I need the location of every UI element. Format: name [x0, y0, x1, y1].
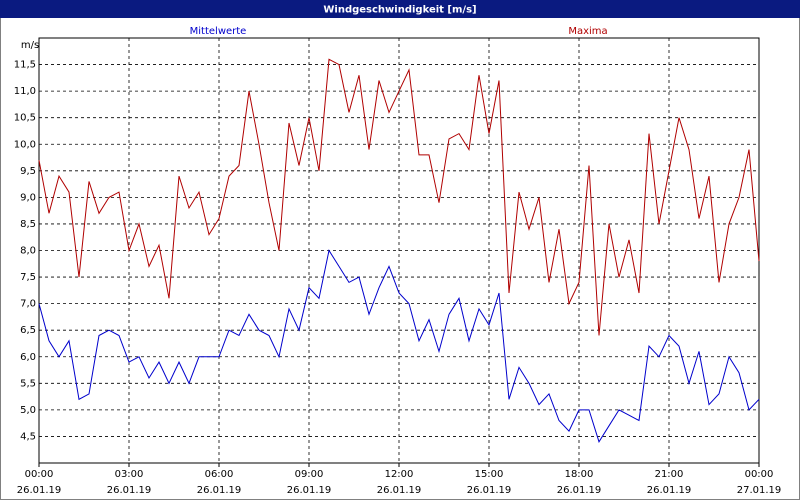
- series-line: [38, 58, 760, 336]
- x-tick-date: 26.01.19: [647, 485, 692, 496]
- x-tick-label: 18:00: [565, 469, 594, 480]
- x-tick-label: 15:00: [475, 469, 504, 480]
- y-tick-label: 8,0: [20, 246, 36, 257]
- y-tick-label: 7,0: [20, 299, 36, 310]
- x-tick-date: 26.01.19: [17, 485, 62, 496]
- y-tick-label: 9,0: [20, 192, 36, 203]
- y-tick-label: 6,5: [20, 325, 36, 336]
- x-tick-date: 26.01.19: [377, 485, 422, 496]
- x-tick-label: 21:00: [655, 469, 684, 480]
- x-tick-label: 00:00: [25, 469, 54, 480]
- x-tick-label: 12:00: [385, 469, 414, 480]
- x-tick-label: 03:00: [115, 469, 144, 480]
- y-tick-label: 11,5: [14, 60, 36, 71]
- y-tick-label: 7,5: [20, 272, 36, 283]
- y-tick-label: 9,5: [20, 166, 36, 177]
- x-tick-date: 26.01.19: [287, 485, 332, 496]
- chart-title: Windgeschwindigkeit [m/s]: [323, 5, 476, 16]
- y-tick-label: 4,5: [20, 431, 36, 442]
- y-tick-label: 10,5: [14, 113, 36, 124]
- series-line: [38, 249, 760, 443]
- x-tick-date: 26.01.19: [557, 485, 602, 496]
- y-tick-label: 5,0: [20, 405, 36, 416]
- y-tick-label: 6,0: [20, 352, 36, 363]
- y-tick-label: 11,0: [14, 86, 36, 97]
- title-bar: [0, 0, 800, 18]
- legend-entry: Maxima: [568, 26, 607, 37]
- y-tick-label: 10,0: [14, 139, 36, 150]
- x-tick-label: 00:00: [745, 469, 774, 480]
- x-tick-date: 27.01.19: [737, 485, 782, 496]
- x-tick-label: 09:00: [295, 469, 324, 480]
- x-tick-date: 26.01.19: [467, 485, 512, 496]
- x-tick-date: 26.01.19: [107, 485, 152, 496]
- x-tick-date: 26.01.19: [197, 485, 242, 496]
- legend-entry: Mittelwerte: [190, 26, 247, 37]
- y-tick-label: 5,5: [20, 378, 36, 389]
- y-axis-label: m/s: [21, 40, 39, 51]
- x-tick-label: 06:00: [205, 469, 234, 480]
- y-tick-label: 8,5: [20, 219, 36, 230]
